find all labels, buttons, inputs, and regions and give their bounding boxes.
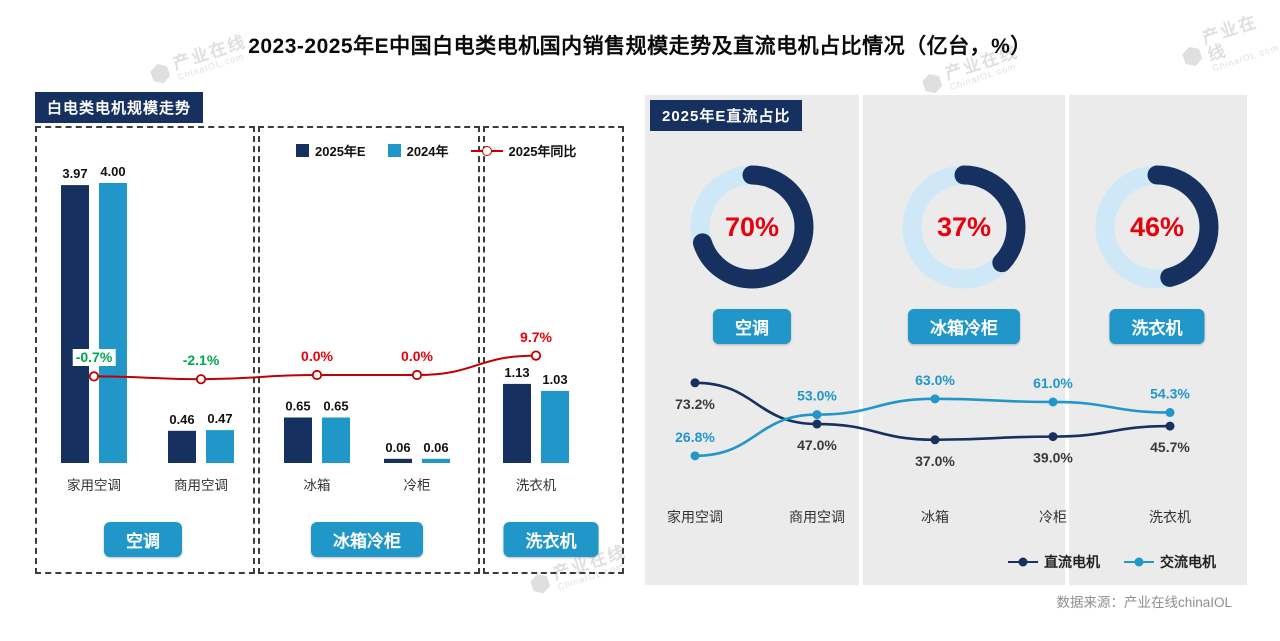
donut-chart-fridge: 37% <box>899 162 1029 292</box>
button-right-washer: 洗衣机 <box>1109 309 1205 344</box>
button-washer: 洗衣机 <box>503 522 599 557</box>
yoy-label-商用空调: -2.1% <box>179 352 223 370</box>
data-source: 数据来源：产业在线chinaIOL <box>1056 595 1232 610</box>
donut-arc-空调 <box>690 165 814 289</box>
legend-2025e-label: 2025年E <box>315 144 366 159</box>
right-panel-header: 2025年E直流占比 <box>650 100 803 131</box>
legend-dc-label: 直流电机 <box>1044 554 1100 570</box>
group-box-washer <box>483 126 624 574</box>
legend-2024-label: 2024年 <box>406 144 449 159</box>
page-title: 2023-2025年E中国白电类电机国内销售规模走势及直流电机占比情况（亿台，%… <box>248 35 1032 58</box>
donut-ring-fridge <box>902 165 1026 289</box>
donut-percent-aircon: 70% <box>724 211 780 242</box>
legend-yoy-label: 2025年同比 <box>508 144 577 159</box>
bar-chart-legend: 2025年E 2024年 2025年同比 <box>296 141 576 160</box>
legend-item-dc-motor: 直流电机 <box>1008 552 1100 572</box>
button-fridge-freezer: 冰箱冷柜 <box>311 522 423 557</box>
group-box-aircon <box>35 126 255 574</box>
line-chart-legend: 直流电机 交流电机 <box>1008 552 1216 572</box>
legend-ac-label: 交流电机 <box>1160 554 1216 570</box>
donut-chart-washer: 46% <box>1092 162 1222 292</box>
legend-item-2024: 2024年 <box>387 141 449 160</box>
donut-percent-fridge: 37% <box>936 211 992 242</box>
legend-dc-line-icon <box>1008 557 1038 567</box>
button-right-fridge: 冰箱冷柜 <box>908 309 1020 344</box>
legend-ac-line-icon <box>1124 557 1154 567</box>
button-right-aircon: 空调 <box>713 309 791 344</box>
yoy-label-冷柜: 0.0% <box>398 348 436 365</box>
yoy-label-洗衣机: 9.7% <box>517 328 555 346</box>
legend-yoy-line-icon <box>470 145 503 156</box>
legend-item-ac-motor: 交流电机 <box>1124 552 1216 572</box>
legend-2025e-swatch <box>296 144 309 157</box>
donut-arc-冰箱冷柜 <box>902 165 1026 289</box>
watermark-domain: ChinaIOL.com <box>948 60 1018 92</box>
donut-chart-aircon: 70% <box>687 162 817 292</box>
button-aircon: 空调 <box>104 522 182 557</box>
legend-item-yoy: 2025年同比 <box>470 141 577 160</box>
watermark-hexagon-icon: ⬢ <box>146 57 175 90</box>
donut-percent-washer: 46% <box>1129 211 1185 242</box>
group-box-fridge <box>258 126 480 574</box>
donut-ring-washer <box>1095 165 1219 289</box>
legend-2024-swatch <box>387 144 401 157</box>
legend-item-2025e: 2025年E <box>296 141 366 160</box>
left-panel-header: 白电类电机规模走势 <box>35 92 204 123</box>
yoy-label-家用空调: -0.7% <box>72 349 116 367</box>
yoy-label-冰箱: 0.0% <box>298 348 336 365</box>
donut-ring-aircon <box>690 165 814 289</box>
donut-arc-洗衣机 <box>1095 165 1219 289</box>
